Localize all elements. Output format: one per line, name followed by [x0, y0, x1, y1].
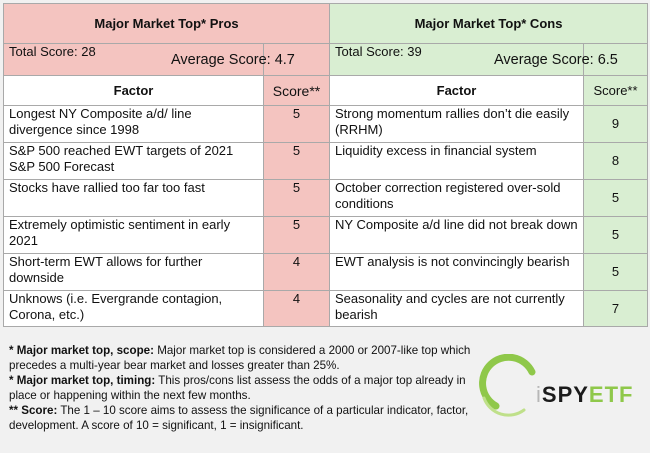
ispyetf-logo-text: iSPYETF	[536, 382, 633, 408]
cons-average-score	[583, 43, 649, 76]
table-row: Extremely optimistic sentiment in early …	[3, 216, 649, 254]
logo-etf: ETF	[588, 382, 634, 407]
cons-total-score: Total Score: 39	[329, 43, 585, 76]
footnote-timing: * Major market top, timing: This pros/co…	[9, 373, 484, 403]
cons-factor: NY Composite a/d line did not break down	[329, 216, 585, 254]
footnote-text: The 1 – 10 score aims to assess the sign…	[9, 404, 469, 432]
table-row: S&P 500 reached EWT targets of 2021 S&P …	[3, 142, 649, 180]
pros-score-header: Score**	[262, 75, 331, 106]
table-row: Longest NY Composite a/d/ line divergenc…	[3, 105, 649, 143]
cons-score-header: Score**	[583, 75, 649, 106]
pros-title: Major Market Top* Pros	[2, 3, 331, 44]
table-row: Stocks have rallied too far too fast 5 O…	[3, 179, 649, 217]
cons-factor: Strong momentum rallies don’t die easily…	[329, 105, 585, 143]
cons-factor: October correction registered over-sold …	[329, 179, 585, 217]
cons-title: Major Market Top* Cons	[329, 3, 649, 44]
cons-average-score-label: Average Score: 6.5	[494, 52, 618, 68]
logo-i: i	[536, 382, 542, 407]
footnote-score: ** Score: The 1 – 10 score aims to asses…	[9, 403, 484, 433]
cons-factor: Liquidity excess in financial system	[329, 142, 585, 180]
footnote-scope: * Major market top, scope: Major market …	[9, 343, 484, 373]
footnote-text: Major market top is considered a 2000 or…	[9, 344, 471, 372]
footnote-label: ** Score:	[9, 404, 58, 417]
logo-spy: SPY	[541, 382, 589, 407]
pros-total-score: Total Score: 28	[3, 43, 264, 76]
pros-factor: S&P 500 reached EWT targets of 2021 S&P …	[3, 142, 264, 180]
pros-average-score-label: Average Score: 4.7	[171, 52, 295, 68]
cons-score: 8	[583, 142, 649, 180]
cons-factor-header: Factor	[329, 75, 585, 106]
footnote-label: * Major market top, scope:	[9, 344, 154, 357]
table-row: Short-term EWT allows for further downsi…	[3, 253, 649, 291]
pros-score: 4	[262, 253, 331, 291]
pros-factor: Extremely optimistic sentiment in early …	[3, 216, 264, 254]
pros-score: 4	[262, 290, 331, 327]
pros-factor: Unknows (i.e. Evergrande contagion, Coro…	[3, 290, 264, 327]
pros-factor: Stocks have rallied too far too fast	[3, 179, 264, 217]
pros-score: 5	[262, 216, 331, 254]
cons-score: 5	[583, 216, 649, 254]
cons-score: 9	[583, 105, 649, 143]
footnote-label: * Major market top, timing:	[9, 374, 156, 387]
pros-average-score	[262, 43, 331, 76]
cons-score: 5	[583, 253, 649, 291]
pros-factor: Short-term EWT allows for further downsi…	[3, 253, 264, 291]
table-row: Unknows (i.e. Evergrande contagion, Coro…	[3, 290, 649, 327]
cons-factor: Seasonality and cycles are not currently…	[329, 290, 585, 327]
pros-factor: Longest NY Composite a/d/ line divergenc…	[3, 105, 264, 143]
pros-score: 5	[262, 142, 331, 180]
cons-score: 5	[583, 179, 649, 217]
pros-factor-header: Factor	[3, 75, 264, 106]
ispyetf-logo-icon	[479, 354, 536, 417]
footnotes: * Major market top, scope: Major market …	[9, 343, 484, 433]
pros-score: 5	[262, 105, 331, 143]
pros-cons-table: Major Market Top* Pros Major Market Top*…	[2, 3, 649, 327]
cons-score: 7	[583, 290, 649, 327]
footnote-text: This pros/cons list assess the odds of a…	[9, 374, 466, 402]
pros-score: 5	[262, 179, 331, 217]
cons-factor: EWT analysis is not convincingly bearish	[329, 253, 585, 291]
